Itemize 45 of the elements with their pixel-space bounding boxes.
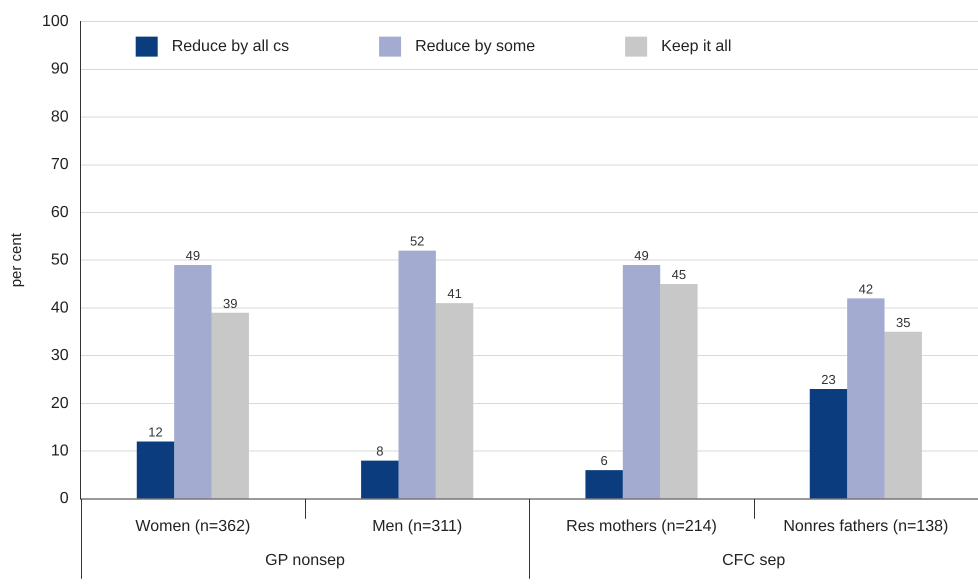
bar	[398, 250, 436, 498]
bar	[212, 312, 249, 498]
bar	[136, 442, 174, 498]
bar	[361, 460, 398, 498]
data-label: 23	[821, 372, 836, 388]
x-tick-label: Women (n=362)	[135, 518, 250, 535]
bar	[622, 264, 660, 498]
data-label: 41	[447, 286, 462, 302]
y-tick-label: 80	[50, 108, 69, 126]
data-label: 8	[376, 444, 384, 459]
bar	[884, 332, 922, 498]
text: CFC sep	[722, 552, 786, 570]
y-tick-label: 60	[50, 204, 69, 221]
data-label: 42	[858, 281, 874, 296]
legend-label: Reduce by all cs	[172, 38, 290, 56]
bar	[174, 264, 212, 498]
y-tick-label: 10	[50, 442, 69, 460]
data-label: 52	[410, 234, 424, 249]
bar	[660, 284, 698, 498]
y-tick-label: 0	[60, 490, 69, 508]
data-label: 6	[600, 453, 608, 468]
y-tick-label: 40	[50, 299, 69, 316]
y-tick-label: 90	[50, 60, 69, 78]
bar	[436, 303, 474, 498]
legend-label: Reduce by some	[415, 38, 536, 56]
data-label: 45	[672, 267, 686, 282]
text: GP nonsep	[265, 552, 346, 570]
bar	[585, 470, 623, 498]
bar	[810, 389, 848, 498]
data-label: 49	[186, 248, 200, 264]
data-label: 39	[223, 296, 238, 311]
x-tick-label: Nonres fathers (n=138)	[783, 518, 948, 535]
x-tick-label: Men (n=311)	[372, 518, 462, 535]
y-tick-label: 100	[42, 13, 69, 30]
y-tick-label: 70	[50, 156, 69, 174]
data-label: 35	[896, 314, 910, 330]
x-tick-label: Res mothers (n=214)	[566, 518, 717, 535]
legend-label: Keep it all	[661, 38, 732, 56]
y-tick-label: 20	[50, 394, 69, 412]
y-axis-title: per cent	[8, 232, 26, 288]
y-tick-label: 30	[50, 347, 69, 364]
data-label: 49	[634, 248, 649, 264]
data-label: 12	[148, 424, 163, 440]
y-tick-label: 50	[50, 252, 69, 269]
bar	[847, 298, 885, 498]
